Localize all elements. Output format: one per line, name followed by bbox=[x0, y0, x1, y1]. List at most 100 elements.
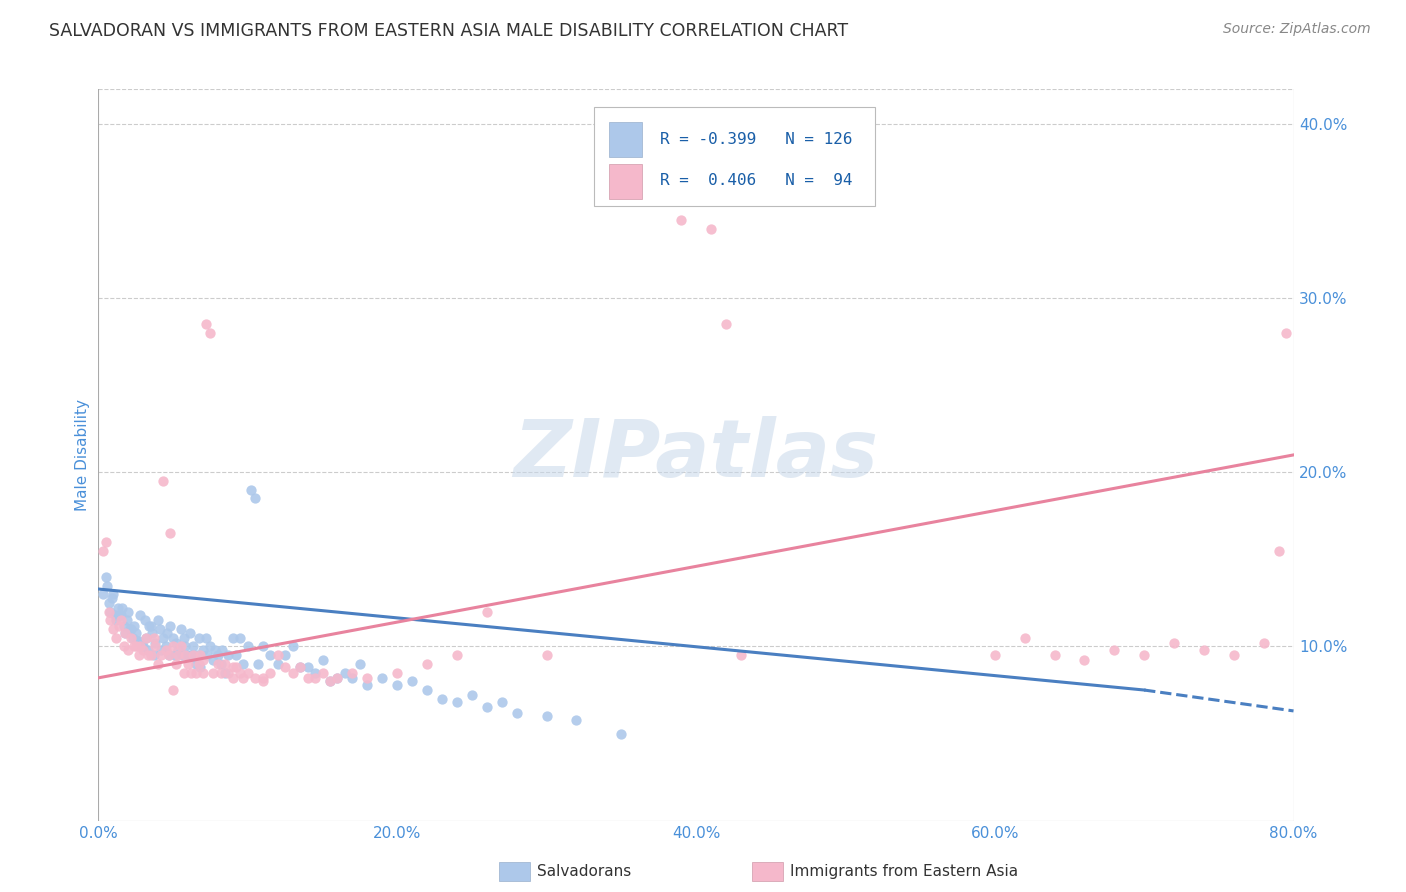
Point bbox=[1133, 648, 1156, 663]
Point bbox=[139, 618, 162, 632]
Text: Salvadorans: Salvadorans bbox=[537, 864, 631, 879]
Point bbox=[94, 570, 117, 584]
Point bbox=[184, 657, 207, 671]
Point bbox=[156, 625, 179, 640]
Point bbox=[232, 671, 254, 685]
Point bbox=[173, 631, 195, 645]
Point bbox=[117, 643, 139, 657]
Point bbox=[187, 657, 209, 671]
Point bbox=[117, 605, 139, 619]
Point bbox=[475, 700, 498, 714]
Point bbox=[217, 665, 239, 680]
Point bbox=[195, 631, 218, 645]
Point bbox=[152, 631, 174, 645]
Point bbox=[333, 665, 356, 680]
Point bbox=[124, 618, 146, 632]
Point bbox=[142, 648, 165, 663]
Point bbox=[1267, 543, 1289, 558]
Point bbox=[225, 660, 247, 674]
Point bbox=[114, 625, 136, 640]
Point bbox=[118, 622, 141, 636]
Point bbox=[297, 671, 319, 685]
Point bbox=[186, 648, 208, 663]
Point bbox=[129, 608, 152, 623]
Point bbox=[342, 671, 364, 685]
Point bbox=[229, 665, 252, 680]
Point bbox=[259, 665, 281, 680]
Point bbox=[188, 660, 211, 674]
Point bbox=[112, 640, 135, 654]
Point bbox=[157, 648, 180, 663]
Point bbox=[281, 665, 304, 680]
Point bbox=[104, 608, 127, 623]
Point bbox=[188, 648, 211, 663]
Point bbox=[207, 657, 229, 671]
Point bbox=[239, 483, 262, 497]
Point bbox=[155, 643, 177, 657]
Point bbox=[157, 648, 180, 663]
Point bbox=[181, 640, 204, 654]
Point bbox=[114, 625, 136, 640]
Point bbox=[191, 643, 214, 657]
Point bbox=[115, 613, 138, 627]
Point bbox=[108, 608, 131, 623]
Point bbox=[430, 691, 453, 706]
Text: R = -0.399   N = 126: R = -0.399 N = 126 bbox=[661, 132, 852, 147]
Point bbox=[97, 605, 120, 619]
Point bbox=[148, 613, 170, 627]
Point bbox=[128, 634, 150, 648]
Point bbox=[304, 665, 326, 680]
Point bbox=[401, 674, 423, 689]
Point bbox=[120, 622, 142, 636]
Point bbox=[165, 636, 187, 650]
Point bbox=[125, 640, 148, 654]
Text: Source: ZipAtlas.com: Source: ZipAtlas.com bbox=[1223, 22, 1371, 37]
Point bbox=[326, 671, 349, 685]
Point bbox=[141, 625, 163, 640]
Point bbox=[197, 648, 219, 663]
Point bbox=[209, 657, 232, 671]
Point bbox=[236, 640, 259, 654]
Point bbox=[416, 683, 439, 698]
Point bbox=[475, 605, 498, 619]
Point bbox=[121, 631, 143, 645]
Point bbox=[131, 640, 153, 654]
Text: Immigrants from Eastern Asia: Immigrants from Eastern Asia bbox=[790, 864, 1018, 879]
Point bbox=[163, 648, 186, 663]
Point bbox=[202, 665, 225, 680]
Point bbox=[349, 657, 371, 671]
Text: SALVADORAN VS IMMIGRANTS FROM EASTERN ASIA MALE DISABILITY CORRELATION CHART: SALVADORAN VS IMMIGRANTS FROM EASTERN AS… bbox=[49, 22, 848, 40]
Point bbox=[136, 648, 159, 663]
Point bbox=[94, 535, 117, 549]
Point bbox=[222, 671, 245, 685]
Point bbox=[108, 618, 131, 632]
Point bbox=[91, 587, 114, 601]
Text: R =  0.406   N =  94: R = 0.406 N = 94 bbox=[661, 173, 852, 188]
Point bbox=[110, 613, 132, 627]
Point bbox=[685, 152, 707, 166]
Point bbox=[536, 648, 558, 663]
Point bbox=[200, 326, 222, 340]
Point bbox=[267, 648, 290, 663]
Point bbox=[207, 648, 229, 663]
Point bbox=[342, 665, 364, 680]
Point bbox=[204, 643, 226, 657]
Point bbox=[105, 613, 128, 627]
Point bbox=[97, 596, 120, 610]
Point bbox=[184, 665, 207, 680]
Point bbox=[132, 640, 155, 654]
Point bbox=[187, 631, 209, 645]
Point bbox=[267, 657, 290, 671]
Point bbox=[135, 631, 157, 645]
Point bbox=[1275, 326, 1298, 340]
Point bbox=[319, 674, 342, 689]
Point bbox=[506, 706, 529, 720]
Text: ZIPatlas: ZIPatlas bbox=[513, 416, 879, 494]
Point bbox=[209, 665, 232, 680]
Point bbox=[232, 657, 254, 671]
Point bbox=[174, 640, 197, 654]
Point bbox=[202, 653, 225, 667]
Point bbox=[132, 643, 155, 657]
Point bbox=[177, 648, 200, 663]
Point bbox=[128, 648, 150, 663]
